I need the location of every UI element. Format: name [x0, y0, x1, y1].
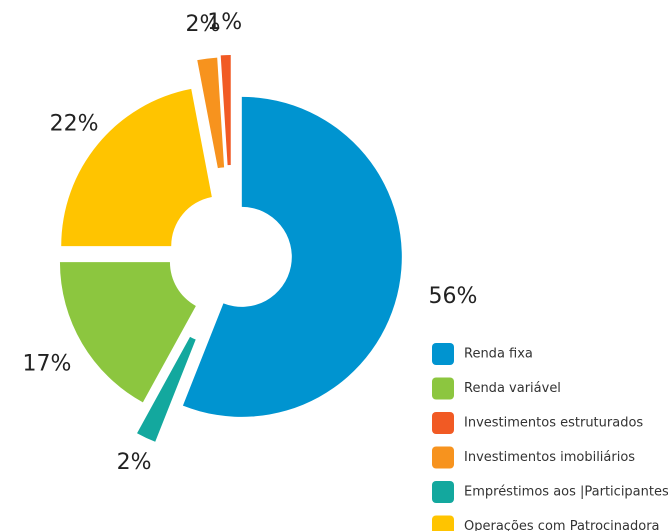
legend-swatch [432, 481, 454, 503]
legend-swatch [432, 412, 454, 434]
legend-label: Renda fixa [464, 347, 533, 362]
slice-label: 17% [22, 351, 71, 376]
pie-slice [220, 55, 231, 166]
slice-label: 22% [50, 111, 99, 136]
pie-slice [182, 96, 402, 417]
slice-label: 2% [117, 450, 152, 475]
legend-swatch [432, 515, 454, 531]
slice-label: 1% [207, 10, 242, 35]
pie-slice [197, 57, 225, 169]
slice-label: 56% [429, 284, 478, 309]
legend-label: Empréstimos aos |Participantes [464, 485, 668, 500]
pie-slice [137, 336, 196, 442]
pie-slice [59, 262, 196, 403]
slice-label: 2% [185, 12, 220, 37]
pie-slice [61, 88, 212, 247]
legend-swatch [432, 446, 454, 469]
legend-label: Investimentos estruturados [464, 416, 643, 431]
legend-label: Operações com Patrocinadora [464, 519, 660, 531]
legend-swatch [432, 343, 454, 365]
legend-label: Investimentos imobiliários [464, 450, 635, 465]
legend-label: Renda variável [464, 381, 561, 396]
legend-swatch [432, 377, 454, 400]
